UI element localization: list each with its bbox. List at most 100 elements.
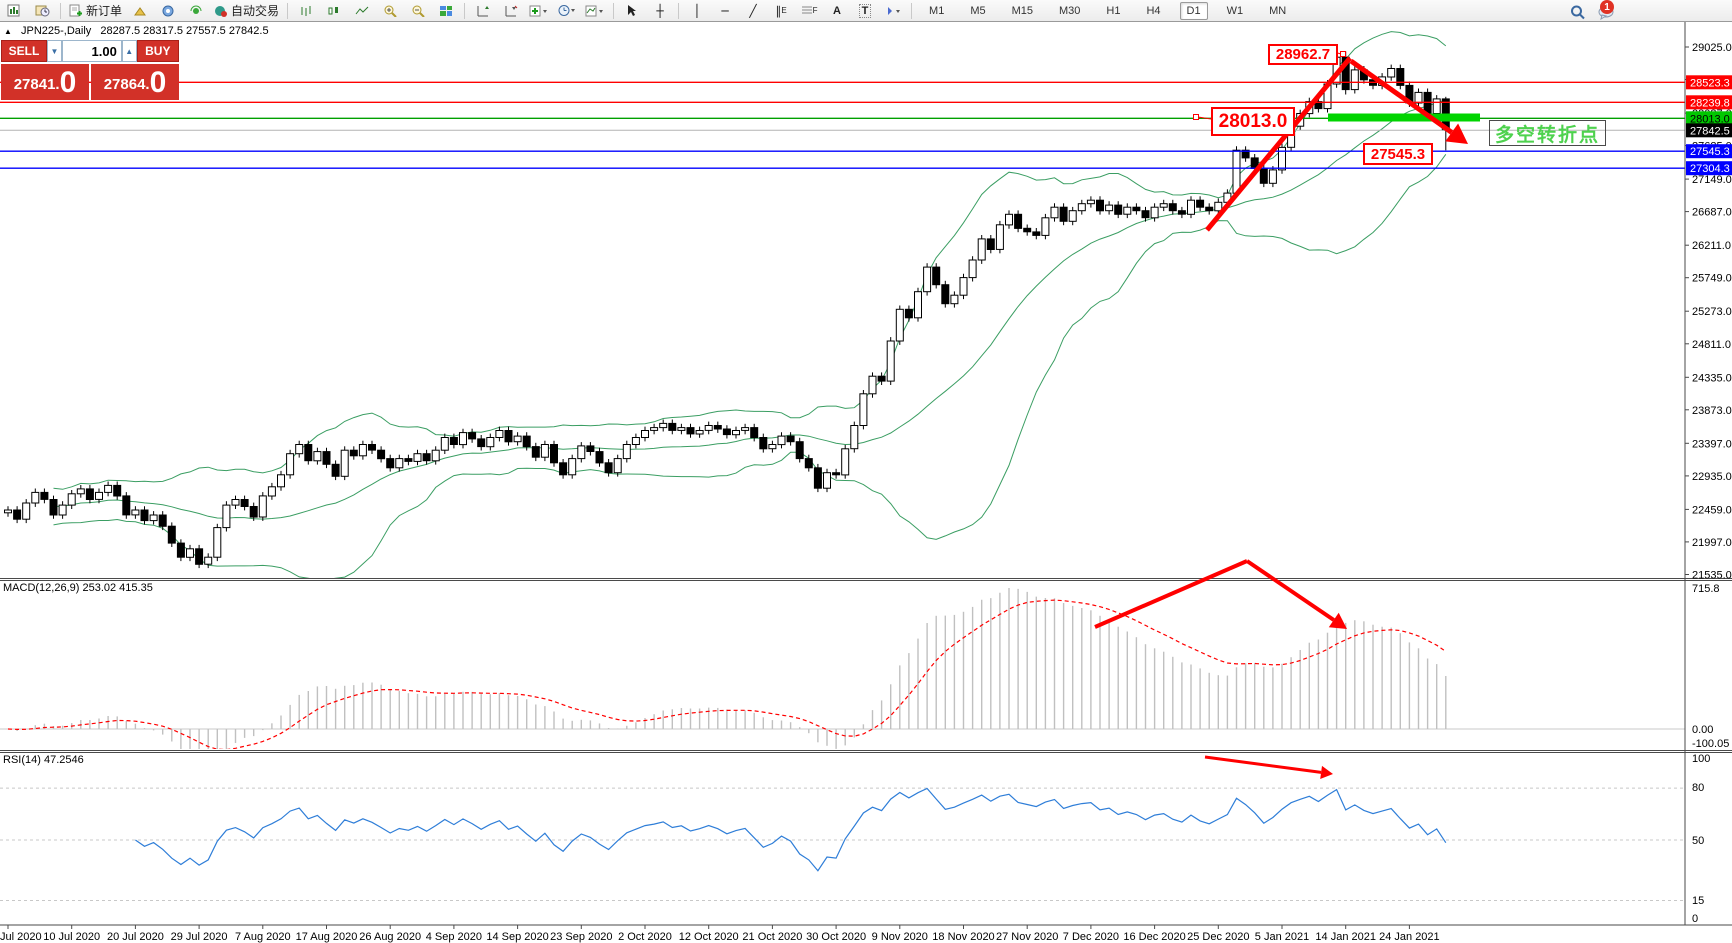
svg-text:27842.5: 27842.5 <box>1690 125 1730 137</box>
auto-trading-label: 自动交易 <box>231 4 280 18</box>
text-label-icon[interactable]: T <box>852 1 878 21</box>
svg-text:25 Dec 2020: 25 Dec 2020 <box>1187 931 1249 943</box>
svg-text:20 Jul 2020: 20 Jul 2020 <box>107 931 164 943</box>
annotation-price-label-28962[interactable]: 28962.7 <box>1268 44 1338 65</box>
svg-text:15: 15 <box>1692 895 1704 907</box>
expert-advisors-icon[interactable] <box>155 1 181 21</box>
indicators-arrange-icon[interactable] <box>470 1 496 21</box>
new-order-label: 新订单 <box>86 4 123 18</box>
vertical-line-icon[interactable]: │ <box>693 3 701 18</box>
svg-text:26211.0: 26211.0 <box>1692 240 1731 252</box>
svg-text:29025.0: 29025.0 <box>1692 42 1732 54</box>
svg-text:17 Aug 2020: 17 Aug 2020 <box>296 931 358 943</box>
notification-badge[interactable]: 1 <box>1600 0 1614 14</box>
timeframe-H1[interactable]: H1 <box>1106 4 1121 17</box>
bar-chart-icon[interactable] <box>293 1 319 21</box>
chart-region: 29025.028563.028087.027625.027149.026687… <box>0 22 1732 943</box>
svg-text:14 Sep 2020: 14 Sep 2020 <box>486 931 548 943</box>
auto-trading-button[interactable]: 自动交易 <box>211 1 282 21</box>
annotation-price-label-27545[interactable]: 27545.3 <box>1363 143 1433 165</box>
svg-text:10 Jul 2020: 10 Jul 2020 <box>43 931 100 943</box>
signals-icon[interactable] <box>183 1 209 21</box>
svg-text:28013.0: 28013.0 <box>1690 113 1730 125</box>
text-icon[interactable]: A <box>833 4 841 17</box>
zoom-out-icon[interactable] <box>405 1 431 21</box>
svg-text:14 Jan 2021: 14 Jan 2021 <box>1315 931 1376 943</box>
volume-input[interactable] <box>61 40 122 62</box>
sell-button[interactable]: SELL <box>1 40 47 62</box>
svg-text:30 Oct 2020: 30 Oct 2020 <box>806 931 866 943</box>
svg-text:4 Sep 2020: 4 Sep 2020 <box>426 931 482 943</box>
svg-text:Jul 2020: Jul 2020 <box>0 931 42 943</box>
svg-text:50: 50 <box>1692 835 1704 847</box>
volume-down-stepper[interactable]: ▼ <box>47 40 62 62</box>
symbol-marker-icon: ▲ <box>4 27 12 36</box>
symbol-ohlc: 28287.5 28317.5 27557.5 27842.5 <box>100 25 269 37</box>
svg-text:18 Nov 2020: 18 Nov 2020 <box>932 931 994 943</box>
periods-icon[interactable] <box>554 1 580 21</box>
svg-text:27 Nov 2020: 27 Nov 2020 <box>996 931 1058 943</box>
svg-text:21 Oct 2020: 21 Oct 2020 <box>742 931 802 943</box>
svg-text:100: 100 <box>1692 753 1710 765</box>
horizontal-line-icon[interactable]: ─ <box>721 3 729 18</box>
buy-button[interactable]: BUY <box>136 40 179 62</box>
svg-text:26 Aug 2020: 26 Aug 2020 <box>359 931 421 943</box>
candlestick-chart-icon[interactable] <box>321 1 347 21</box>
green-support-bar <box>1328 113 1480 122</box>
timeframe-M15[interactable]: M15 <box>1011 4 1033 17</box>
timeframe-M5[interactable]: M5 <box>970 4 986 17</box>
line-chart-icon[interactable] <box>349 1 375 21</box>
templates-icon[interactable] <box>582 1 608 21</box>
cursor-icon[interactable] <box>619 1 645 21</box>
svg-text:24811.0: 24811.0 <box>1692 339 1731 351</box>
trendline-icon[interactable]: ╱ <box>749 3 757 18</box>
svg-text:21997.0: 21997.0 <box>1692 537 1732 549</box>
crosshair-icon[interactable]: ┼ <box>656 3 664 18</box>
symbol-name: JPN225-,Daily <box>20 25 92 37</box>
svg-text:28523.3: 28523.3 <box>1690 77 1730 89</box>
svg-text:7 Aug 2020: 7 Aug 2020 <box>235 931 291 943</box>
timeframe-M30[interactable]: M30 <box>1059 4 1081 17</box>
svg-text:27545.3: 27545.3 <box>1690 146 1730 158</box>
new-chart-icon[interactable] <box>1 1 27 21</box>
timeframe-D1[interactable]: D1 <box>1179 1 1208 20</box>
svg-text:7 Dec 2020: 7 Dec 2020 <box>1063 931 1119 943</box>
svg-text:9 Nov 2020: 9 Nov 2020 <box>872 931 928 943</box>
annotation-price-label-28013[interactable]: 28013.0 <box>1211 107 1295 136</box>
svg-text:22935.0: 22935.0 <box>1692 471 1732 483</box>
svg-text:24 Jan 2021: 24 Jan 2021 <box>1379 931 1440 943</box>
symbol-info: ▲ JPN225-,Daily 28287.5 28317.5 27557.5 … <box>4 25 275 37</box>
market-watch-icon[interactable] <box>127 1 153 21</box>
zoom-in-icon[interactable] <box>377 1 403 21</box>
svg-text:26687.0: 26687.0 <box>1692 207 1732 219</box>
timeframe-W1[interactable]: W1 <box>1226 4 1244 17</box>
buy-price[interactable]: 27864. 0 <box>91 64 179 100</box>
chart-profiles-icon[interactable] <box>29 1 55 21</box>
add-indicator-icon[interactable] <box>526 1 552 21</box>
timeframe-H4[interactable]: H4 <box>1146 4 1161 17</box>
fibonacci-icon[interactable]: F <box>801 6 818 15</box>
new-order-button[interactable]: 新订单 <box>66 1 125 21</box>
timeframe-MN[interactable]: MN <box>1269 4 1287 17</box>
step-back-icon[interactable] <box>498 1 524 21</box>
svg-text:28239.8: 28239.8 <box>1690 97 1730 109</box>
sell-price[interactable]: 27841. 0 <box>1 64 89 100</box>
arrows-tool-icon[interactable] <box>880 1 906 21</box>
svg-text:22459.0: 22459.0 <box>1692 504 1732 516</box>
rsi-label: RSI(14) 47.2546 <box>3 754 84 766</box>
svg-text:12 Oct 2020: 12 Oct 2020 <box>679 931 739 943</box>
timeframe-M1[interactable]: M1 <box>929 4 945 17</box>
volume-up-stepper[interactable]: ▲ <box>121 40 137 62</box>
svg-text:21535.0: 21535.0 <box>1692 570 1732 582</box>
svg-text:25273.0: 25273.0 <box>1692 306 1732 318</box>
rsi-line <box>135 787 1447 872</box>
search-icon[interactable] <box>1565 2 1591 22</box>
timeframe-row: M1 M5 M15 M30 H1 H4 D1 W1 MN <box>916 1 1299 20</box>
tile-windows-icon[interactable] <box>433 1 459 21</box>
svg-text:80: 80 <box>1692 782 1704 794</box>
annotation-turning-point-text[interactable]: 多空转折点 <box>1489 120 1606 146</box>
svg-text:24335.0: 24335.0 <box>1692 372 1732 384</box>
chart-canvas[interactable]: 29025.028563.028087.027625.027149.026687… <box>0 22 1732 943</box>
channel-icon[interactable]: ∥ E <box>775 3 787 18</box>
svg-text:23 Sep 2020: 23 Sep 2020 <box>550 931 612 943</box>
